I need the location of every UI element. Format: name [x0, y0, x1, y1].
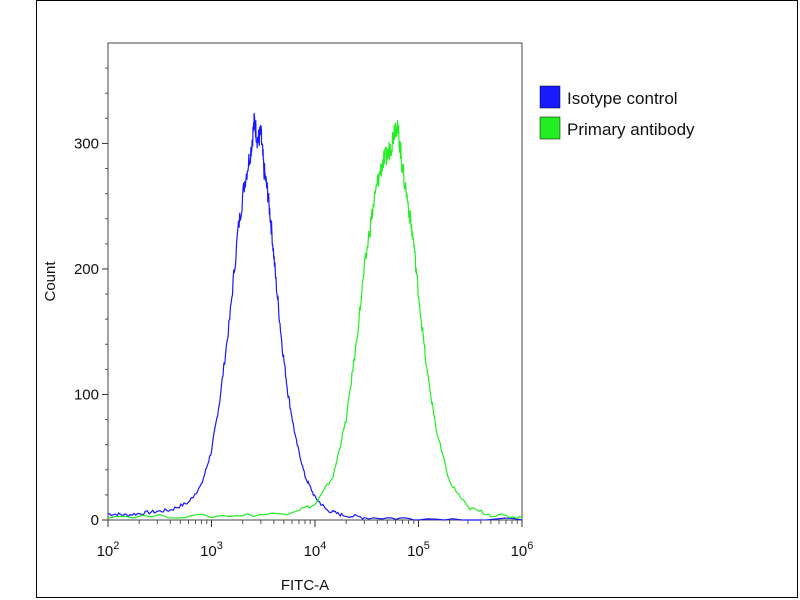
plot-area	[107, 42, 523, 521]
x-tick-label: 104	[304, 540, 327, 560]
legend-label-primary-antibody: Primary antibody	[567, 120, 695, 139]
x-tick-label: 106	[511, 540, 534, 560]
y-axis: 0 100 200 300	[74, 67, 108, 529]
series-line-primary-antibody	[107, 120, 523, 520]
series-line-isotype-control	[107, 112, 523, 521]
y-tick-label: 100	[74, 386, 99, 403]
y-axis-label: Count	[42, 261, 59, 302]
x-tick-label: 102	[97, 540, 120, 560]
legend-swatch-primary-antibody	[539, 116, 561, 140]
chart-frame	[36, 0, 798, 598]
legend: Isotype control Primary antibody	[539, 85, 695, 140]
x-tick-label: 103	[200, 540, 223, 560]
y-tick-label: 0	[91, 512, 99, 529]
plot-background	[107, 42, 523, 521]
x-axis-label: FITC-A	[281, 577, 329, 594]
x-axis: 102 103 104 105 106	[97, 520, 534, 560]
legend-swatch-isotype-control	[539, 85, 561, 109]
y-tick-label: 200	[74, 261, 99, 278]
x-tick-label: 105	[407, 540, 430, 560]
legend-label-isotype-control: Isotype control	[567, 89, 678, 108]
y-tick-label: 300	[74, 135, 99, 152]
